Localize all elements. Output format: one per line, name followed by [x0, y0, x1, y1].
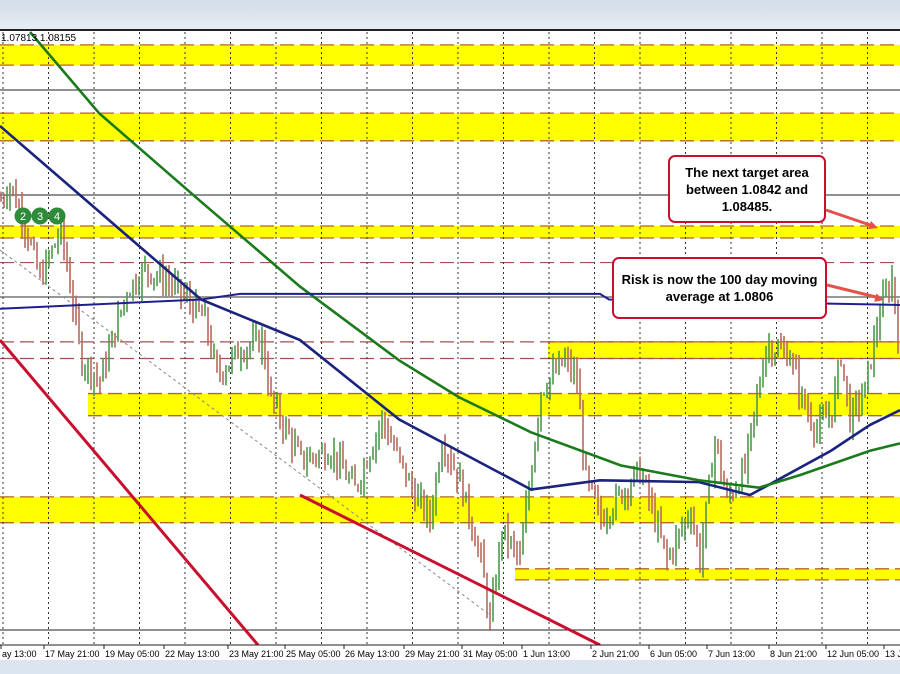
wave-marker-label: 3 — [37, 211, 43, 223]
x-tick-label: 31 May 05:00 — [463, 649, 518, 659]
x-tick-label: 8 Jun 21:00 — [770, 649, 817, 659]
x-tick-label: ay 13:00 — [2, 649, 37, 659]
arrowhead-icon — [868, 220, 878, 230]
support-band — [88, 393, 900, 416]
x-tick-label: 25 May 05:00 — [286, 649, 341, 659]
support-band — [0, 226, 900, 239]
arrowhead-icon — [874, 293, 884, 302]
x-tick-label: 22 May 13:00 — [165, 649, 220, 659]
x-tick-label: 23 May 21:00 — [229, 649, 284, 659]
x-tick-label: 13 J — [885, 649, 900, 659]
x-tick-label: 2 Jun 21:00 — [592, 649, 639, 659]
wave-marker — [31, 207, 49, 225]
support-band — [0, 113, 900, 141]
x-tick-label: 19 May 05:00 — [105, 649, 160, 659]
x-tick-label: 6 Jun 05:00 — [650, 649, 697, 659]
x-tick-label: 7 Jun 13:00 — [708, 649, 755, 659]
x-axis — [0, 645, 900, 660]
ohlc-readout: 1.07813 1.08155 — [1, 33, 77, 44]
annotation-risk-level: Risk is now the 100 day moving average a… — [612, 257, 827, 319]
moving-average-line-blue — [0, 125, 900, 497]
x-tick-label: 26 May 13:00 — [345, 649, 400, 659]
arrow-icon — [826, 283, 877, 299]
annotation-target-area: The next target area between 1.0842 and … — [668, 155, 826, 223]
wave-marker-label: 2 — [20, 211, 26, 223]
support-band — [515, 568, 900, 580]
x-tick-label: 29 May 21:00 — [405, 649, 460, 659]
wave-marker — [48, 207, 66, 225]
arrow-icon — [825, 208, 871, 227]
support-band — [548, 341, 900, 359]
wave-marker-label: 4 — [54, 211, 60, 223]
trendline — [299, 493, 601, 647]
status-bar — [0, 660, 900, 674]
moving-average-line-green — [29, 31, 900, 489]
chart-toolbar — [0, 0, 900, 31]
x-tick-label: 12 Jun 05:00 — [827, 649, 879, 659]
x-tick-label: 17 May 21:00 — [45, 649, 100, 659]
trendline — [0, 339, 260, 646]
support-band — [0, 44, 900, 66]
wave-marker — [14, 207, 32, 225]
x-tick-label: 1 Jun 13:00 — [523, 649, 570, 659]
